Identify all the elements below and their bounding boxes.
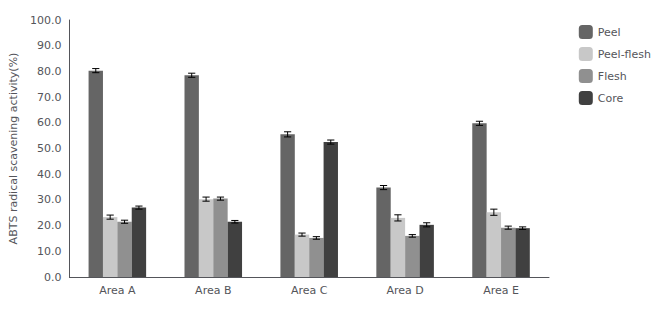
svg-text:70.0: 70.0 [37, 91, 62, 104]
svg-text:100.0: 100.0 [30, 14, 62, 27]
svg-text:Area D: Area D [386, 284, 423, 297]
svg-text:Area C: Area C [291, 284, 328, 297]
svg-text:Flesh: Flesh [598, 70, 627, 83]
svg-text:Peel-flesh: Peel-flesh [598, 48, 651, 61]
svg-text:Area E: Area E [483, 284, 519, 297]
svg-text:0.0: 0.0 [44, 271, 62, 284]
svg-text:Area A: Area A [99, 284, 136, 297]
svg-text:Peel: Peel [598, 26, 621, 39]
svg-text:20.0: 20.0 [37, 219, 62, 232]
svg-text:Area B: Area B [195, 284, 231, 297]
svg-text:40.0: 40.0 [37, 168, 62, 181]
svg-text:60.0: 60.0 [37, 116, 62, 129]
svg-text:ABTS radical scavening activit: ABTS radical scavening activity(%) [7, 53, 20, 245]
svg-text:80.0: 80.0 [37, 65, 62, 78]
svg-text:30.0: 30.0 [37, 193, 62, 206]
svg-text:Core: Core [598, 92, 624, 105]
svg-text:10.0: 10.0 [37, 245, 62, 258]
svg-text:90.0: 90.0 [37, 39, 62, 52]
svg-text:50.0: 50.0 [37, 142, 62, 155]
